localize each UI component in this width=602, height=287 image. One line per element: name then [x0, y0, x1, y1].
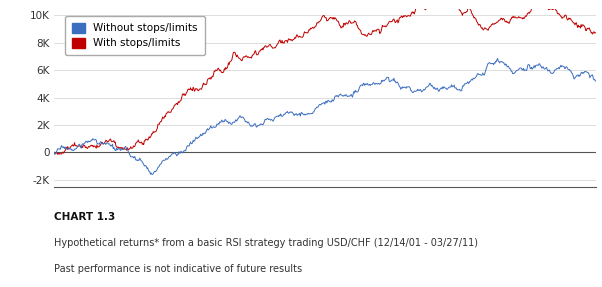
Text: Past performance is not indicative of future results: Past performance is not indicative of fu… — [54, 264, 302, 274]
Legend: Without stops/limits, With stops/limits: Without stops/limits, With stops/limits — [65, 15, 205, 55]
Text: Hypothetical returns* from a basic RSI strategy trading USD/CHF (12/14/01 - 03/2: Hypothetical returns* from a basic RSI s… — [54, 238, 478, 248]
Text: CHART 1.3: CHART 1.3 — [54, 212, 116, 222]
